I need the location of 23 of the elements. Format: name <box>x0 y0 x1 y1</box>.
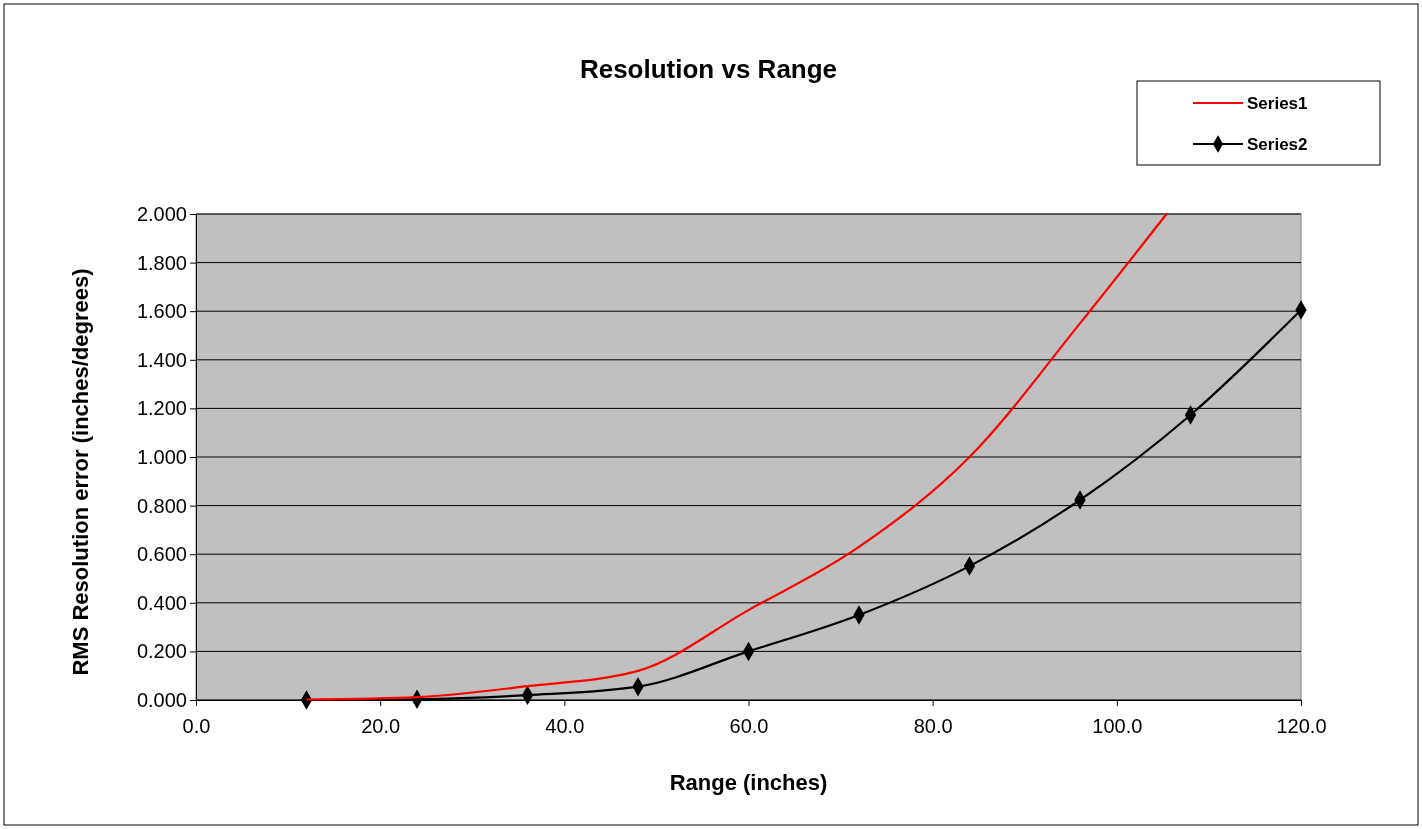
y-tick-label: 1.800 <box>136 251 187 274</box>
x-tick-label: 100.0 <box>1092 715 1143 737</box>
x-tick-label: 60.0 <box>729 715 769 737</box>
y-tick-label: 1.200 <box>136 397 187 420</box>
y-tick-label: 0.600 <box>136 543 187 566</box>
y-tick-label: 1.400 <box>136 348 187 371</box>
y-axis-title: RMS Resolution error (inches/degrees) <box>68 268 93 676</box>
y-tick-label: 0.000 <box>136 688 187 711</box>
legend-label: Series2 <box>1247 135 1308 154</box>
x-axis-title: Range (inches) <box>669 770 828 795</box>
x-tick-label: 0.0 <box>182 715 211 737</box>
x-tick-label: 80.0 <box>913 715 953 737</box>
x-tick-label: 40.0 <box>545 715 585 737</box>
chart-title: Resolution vs Range <box>579 54 838 84</box>
y-tick-label: 0.200 <box>136 640 187 663</box>
x-tick-label: 120.0 <box>1276 715 1327 737</box>
y-tick-label: 0.400 <box>136 591 187 614</box>
y-tick-label: 0.800 <box>136 494 187 517</box>
y-tick-label: 1.000 <box>136 445 187 468</box>
legend-label: Series1 <box>1247 94 1308 113</box>
y-tick-label: 1.600 <box>136 300 187 323</box>
x-tick-label: 20.0 <box>361 715 401 737</box>
y-tick-label: 2.000 <box>136 202 187 225</box>
